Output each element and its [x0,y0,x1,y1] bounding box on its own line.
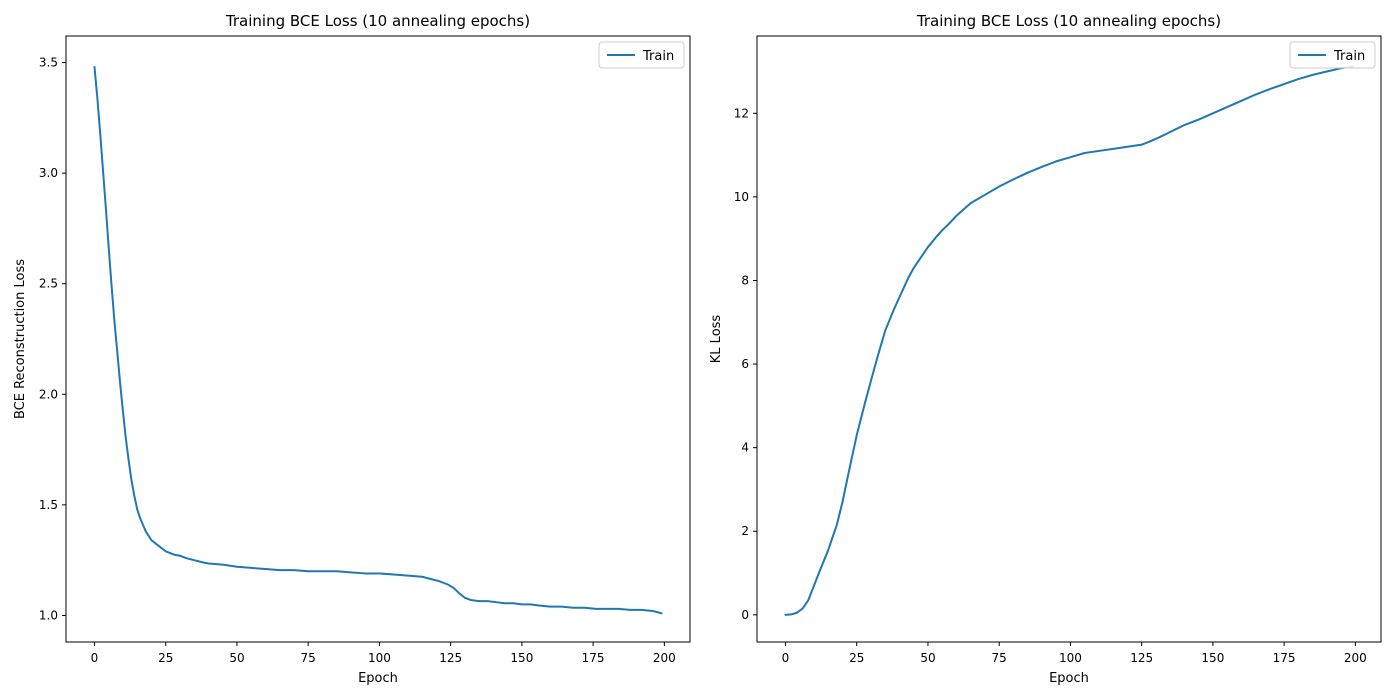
plot-frame [756,35,1382,643]
x-tick-label: 150 [510,651,533,665]
x-tick-label: 75 [301,651,316,665]
x-tick-label: 175 [1273,651,1296,665]
series-line-train [93,65,663,615]
y-tick-label: 3.0 [39,166,58,180]
y-tick-label: 4 [741,441,749,455]
y-tick-label: 1.0 [39,608,58,622]
legend: Train [598,41,685,69]
y-axis-label: KL Loss [709,315,724,364]
y-tick-label: 6 [741,357,749,371]
legend: Train [1289,41,1376,69]
series-layer [784,65,1354,616]
y-tick-label: 8 [741,273,749,287]
kl-loss-chart: Training BCE Loss (10 annealing epochs) … [709,12,1382,686]
x-tick-label: 50 [920,651,935,665]
y-axis-label: BCE Reconstruction Loss [13,259,28,419]
legend-box [1289,41,1376,69]
x-tick-label: 125 [439,651,462,665]
y-tick-label: 1.5 [39,498,58,512]
x-tick-label: 100 [368,651,391,665]
series-line-train [784,65,1354,616]
x-tick-label: 175 [582,651,605,665]
y-tick-label: 2 [741,524,749,538]
chart-title: Training BCE Loss (10 annealing epochs) [225,12,530,30]
plot-border [65,35,691,643]
x-axis-label: Epoch [1049,671,1089,686]
y-tick-label: 2.5 [39,277,58,291]
x-tick-label: 25 [849,651,864,665]
y-tick-label: 0 [741,608,749,622]
x-tick-label: 0 [782,651,790,665]
tick-group: 0 25 50 75 100 125 150 175 200 0 2 4 6 8 10 12 [734,106,1367,665]
y-tick-label: 2.0 [39,387,58,401]
plot-border [756,35,1382,643]
chart-title: Training BCE Loss (10 annealing epochs) [916,12,1221,30]
legend-label-train: Train [642,49,674,64]
x-tick-label: 200 [1344,651,1367,665]
x-tick-label: 200 [653,651,676,665]
y-tick-label: 12 [734,106,749,120]
x-tick-label: 0 [91,651,99,665]
tick-group: 0 25 50 75 100 125 150 175 200 1.0 1.5 2.0 2.5 3.0 3.5 [39,56,676,665]
y-tick-label: 10 [734,190,749,204]
plot-frame [65,35,691,643]
x-tick-label: 25 [158,651,173,665]
bce-loss-chart: Training BCE Loss (10 annealing epochs) … [13,12,691,686]
x-tick-label: 100 [1059,651,1082,665]
x-tick-label: 75 [992,651,1007,665]
x-tick-label: 125 [1130,651,1153,665]
y-tick-label: 3.5 [39,56,58,70]
legend-label-train: Train [1333,49,1365,64]
x-tick-label: 150 [1201,651,1224,665]
series-layer [93,65,663,615]
x-tick-label: 50 [229,651,244,665]
x-axis-label: Epoch [358,671,398,686]
legend-box [598,41,685,69]
